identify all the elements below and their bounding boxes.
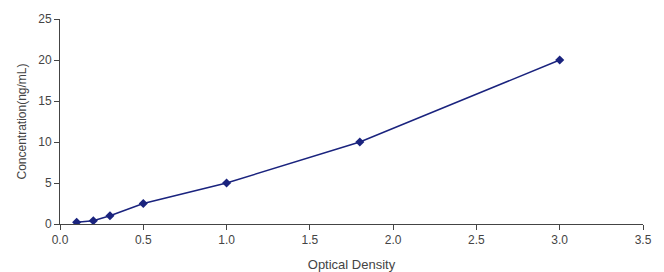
svg-text:1.5: 1.5 <box>302 233 319 247</box>
svg-text:0: 0 <box>45 217 52 231</box>
svg-text:25: 25 <box>38 12 52 26</box>
svg-text:0.0: 0.0 <box>52 233 69 247</box>
svg-text:10: 10 <box>38 135 52 149</box>
svg-text:20: 20 <box>38 53 52 67</box>
svg-text:2.0: 2.0 <box>385 233 402 247</box>
svg-text:3.0: 3.0 <box>551 233 568 247</box>
svg-text:1.0: 1.0 <box>218 233 235 247</box>
svg-text:Optical Density: Optical Density <box>308 257 396 272</box>
svg-text:Concentration(ng/mL): Concentration(ng/mL) <box>15 63 29 179</box>
svg-text:0.5: 0.5 <box>135 233 152 247</box>
svg-text:5: 5 <box>45 176 52 190</box>
svg-text:3.5: 3.5 <box>635 233 652 247</box>
svg-text:15: 15 <box>38 94 52 108</box>
svg-text:2.5: 2.5 <box>468 233 485 247</box>
